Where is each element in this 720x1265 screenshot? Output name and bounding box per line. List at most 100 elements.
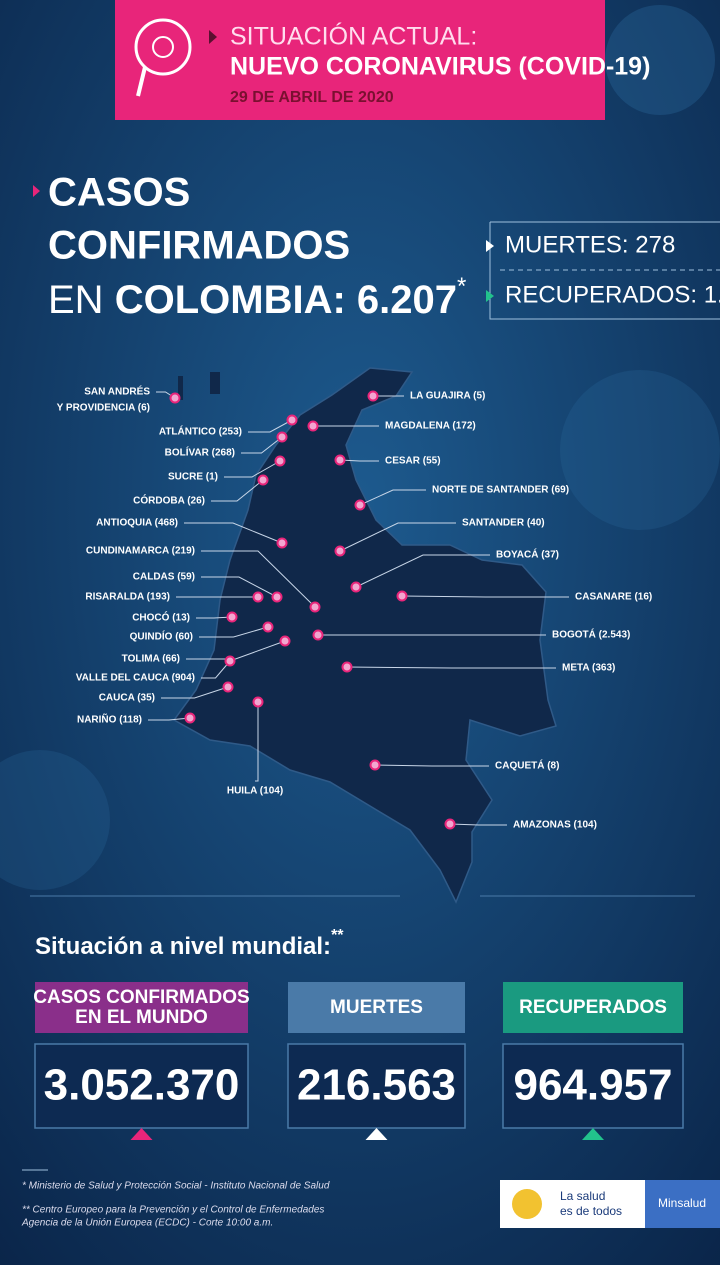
card-value-box — [502, 1043, 684, 1129]
department-label: RISARALDA (193) — [85, 592, 170, 603]
leader-line — [355, 554, 490, 588]
location-dot — [274, 455, 286, 467]
department-label: CAQUETÁ (8) — [495, 759, 559, 772]
island — [210, 372, 220, 394]
logo-text: La salud — [560, 1189, 605, 1203]
department-label: LA GUAJIRA (5) — [410, 391, 485, 402]
footnote: Agencia de la Unión Europea (ECDC) - Cor… — [21, 1218, 273, 1229]
bullet — [209, 30, 217, 44]
leader-line — [255, 702, 259, 782]
headline: CONFIRMADOS — [48, 224, 350, 268]
department-label: CAUCA (35) — [99, 693, 155, 704]
location-dot — [252, 696, 264, 708]
department-label: ANTIOQUIA (468) — [96, 518, 178, 529]
indicator — [365, 1128, 388, 1140]
headline-prefix: EN — [48, 278, 104, 322]
card-label: EN EL MUNDO — [75, 1007, 208, 1028]
department-label: META (363) — [562, 663, 615, 674]
card-value: 3.052.370 — [44, 1061, 240, 1110]
leader-line — [346, 666, 556, 669]
location-dot — [257, 474, 269, 486]
stats-frame — [489, 221, 720, 320]
island — [178, 376, 183, 400]
department-label: SANTANDER (40) — [462, 518, 545, 529]
location-dot — [312, 629, 324, 641]
leader-line — [201, 576, 278, 598]
headline: EN COLOMBIA: 6.207* — [48, 273, 466, 321]
leader-line — [161, 686, 229, 699]
location-dot — [444, 818, 456, 830]
virus-icon — [136, 66, 147, 97]
location-dot — [262, 621, 274, 633]
card-label-box — [288, 982, 465, 1033]
world-title-text: Situación a nivel mundial: — [35, 933, 331, 960]
location-dot — [276, 537, 288, 549]
location-dot — [279, 635, 291, 647]
header-title: NUEVO CORONAVIRUS (COVID-19) — [230, 53, 650, 81]
location-dot — [222, 681, 234, 693]
virus-icon — [152, 36, 174, 58]
card-value-box — [34, 1043, 249, 1129]
department-label: ATLÁNTICO (253) — [159, 425, 242, 438]
location-dot — [350, 581, 362, 593]
department-label: TOLIMA (66) — [122, 654, 180, 665]
header-banner — [115, 0, 605, 120]
location-dot — [184, 712, 196, 724]
department-label: AMAZONAS (104) — [513, 820, 597, 831]
leader-line — [211, 479, 264, 502]
leader-line — [196, 616, 233, 619]
location-dot — [334, 545, 346, 557]
world-title: Situación a nivel mundial:** — [35, 927, 344, 960]
leader-line — [199, 626, 269, 638]
location-dot — [252, 591, 264, 603]
location-dot — [224, 655, 236, 667]
asterisk: ** — [331, 927, 344, 944]
asterisk: * — [457, 273, 466, 300]
headline-total: COLOMBIA: 6.207 — [115, 278, 457, 322]
location-dot — [307, 420, 319, 432]
leader-line — [201, 660, 231, 679]
header-title: SITUACIÓN ACTUAL: — [230, 22, 477, 51]
recovered-stat: RECUPERADOS: 1.411 — [505, 281, 720, 308]
location-dot — [369, 759, 381, 771]
department-label: NARIÑO (118) — [77, 713, 142, 726]
card-value: 216.563 — [297, 1061, 456, 1110]
location-dot — [309, 601, 321, 613]
department-label: CÓRDOBA (26) — [133, 494, 205, 507]
department-label: NORTE DE SANTANDER (69) — [432, 485, 569, 496]
location-dot — [341, 661, 353, 673]
leader-line — [339, 522, 456, 552]
departments: SAN ANDRÉS Y PROVIDENCIA (6) ATLÁNTICO (25… — [57, 385, 653, 831]
virus-icon — [134, 18, 192, 76]
virus-decor — [560, 370, 720, 530]
leader-line — [184, 522, 283, 544]
deaths-stat: MUERTES: 278 — [505, 231, 675, 258]
department-label: VALLE DEL CAUCA (904) — [76, 673, 195, 684]
location-dot — [226, 611, 238, 623]
location-dot — [286, 414, 298, 426]
department-label: HUILA (104) — [227, 786, 283, 797]
card-value-box — [287, 1043, 466, 1129]
leader-line — [224, 460, 281, 478]
department-label: CASANARE (16) — [575, 592, 652, 603]
leader-line — [248, 419, 293, 433]
department-label: CHOCÓ (13) — [132, 611, 190, 624]
footnote: * Ministerio de Salud y Protección Socia… — [22, 1181, 330, 1192]
indicator — [130, 1128, 153, 1140]
location-dot — [367, 390, 379, 402]
coat-of-arms — [512, 1189, 542, 1219]
indicator — [582, 1128, 604, 1140]
department-label: CESAR (55) — [385, 456, 441, 467]
header-date: 29 DE ABRIL DE 2020 — [230, 89, 394, 106]
location-dot — [271, 591, 283, 603]
leader-line — [148, 717, 191, 721]
leader-line — [359, 489, 426, 506]
department-label: Y PROVIDENCIA (6) — [57, 403, 150, 414]
footnote: ** Centro Europeo para la Prevención y e… — [22, 1205, 324, 1216]
card-label: MUERTES — [330, 997, 423, 1018]
location-dot — [334, 454, 346, 466]
department-label: SAN ANDRÉS — [84, 385, 150, 398]
department-label: MAGDALENA (172) — [385, 421, 476, 432]
bullet — [486, 240, 494, 252]
